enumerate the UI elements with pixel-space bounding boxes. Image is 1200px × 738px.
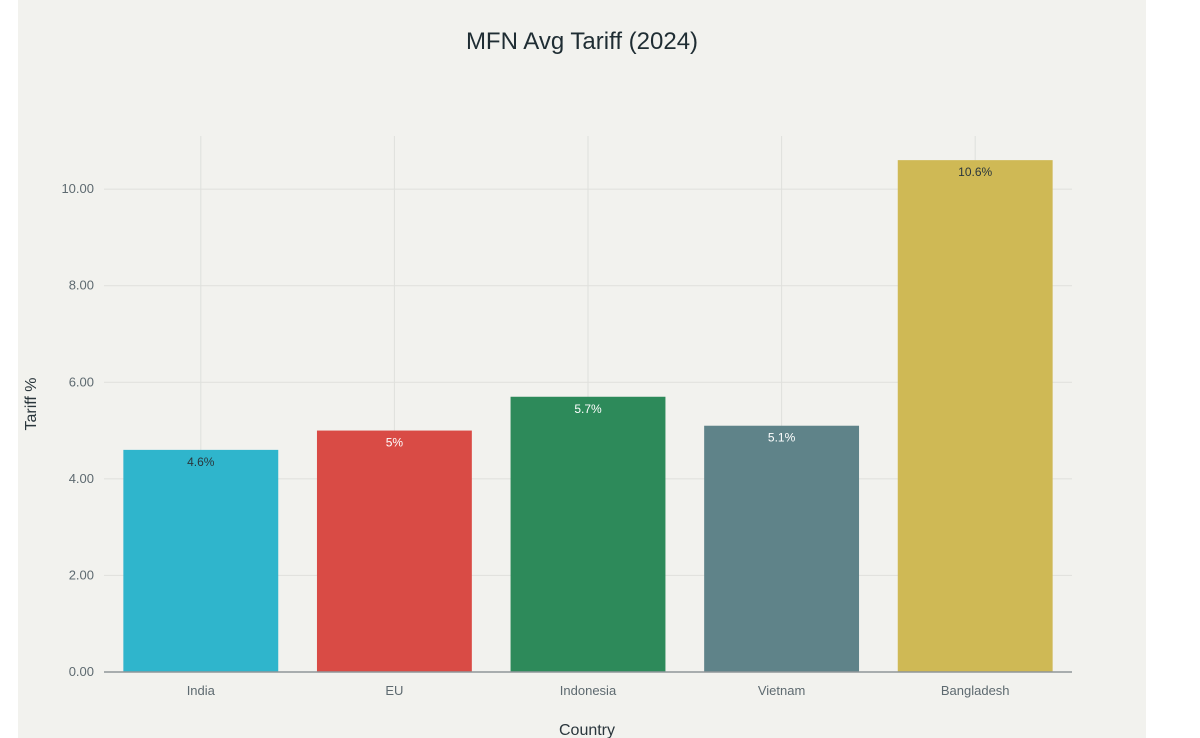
data-label: 4.6% xyxy=(187,455,215,469)
y-tick-label: 10.00 xyxy=(61,181,94,196)
chart-title: MFN Avg Tariff (2024) xyxy=(465,28,699,55)
x-tick-label: Indonesia xyxy=(560,683,617,698)
bars: 4.6% 5% 5.7% 5.1% 10.6% xyxy=(123,160,1053,672)
y-tick-label: 2.00 xyxy=(69,567,94,582)
bar-indonesia xyxy=(510,396,666,672)
bar-bangladesh xyxy=(897,160,1053,672)
x-axis-title: Country xyxy=(559,722,615,738)
x-tick-label: India xyxy=(187,683,216,698)
y-tick-label: 4.00 xyxy=(69,471,94,486)
bar-eu xyxy=(316,430,472,672)
data-label: 10.6% xyxy=(958,165,992,179)
x-tick-label: Vietnam xyxy=(758,683,805,698)
x-tick-label: EU xyxy=(385,683,403,698)
bar-india xyxy=(123,449,279,672)
data-label: 5.1% xyxy=(768,431,796,445)
data-label: 5.7% xyxy=(574,402,602,416)
axes: 0.00 2.00 4.00 6.00 8.00 10.00 India EU Indonesi… xyxy=(61,181,1072,698)
y-axis-title: Tariff % xyxy=(23,377,40,430)
y-tick-label: 8.00 xyxy=(69,278,94,293)
bar-vietnam xyxy=(704,425,860,672)
data-label: 5% xyxy=(386,436,404,450)
bar-chart: 4.6% 5% 5.7% 5.1% 10.6% 0.00 2.00 4.00 6.00 8.00… xyxy=(23,136,1072,738)
y-tick-label: 6.00 xyxy=(69,374,94,389)
x-tick-label: Bangladesh xyxy=(941,683,1010,698)
chart-panel: MFN Avg Tariff (2024) 4.6% 5% 5.7% 5.1% 10.6… xyxy=(18,0,1146,738)
y-tick-label: 0.00 xyxy=(69,664,94,679)
